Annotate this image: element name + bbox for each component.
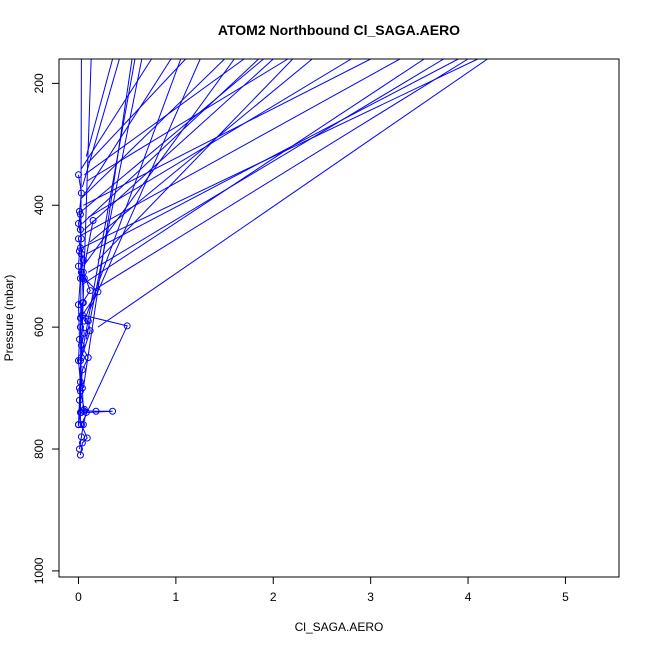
x-tick-label: 4 [465, 590, 472, 604]
series-line [79, 320, 113, 450]
data-point [89, 216, 97, 224]
data-point [78, 439, 86, 447]
data-point [74, 220, 82, 228]
x-axis: 0 1 2 3 4 5 [75, 577, 569, 604]
series-line [82, 59, 259, 224]
data-point [86, 287, 94, 295]
data-point [77, 421, 85, 429]
x-tick-label: 1 [173, 590, 180, 604]
x-tick-label: 0 [75, 590, 82, 604]
series-line [84, 59, 245, 176]
series-line [81, 59, 264, 212]
data-point [80, 329, 88, 337]
series-line [97, 59, 488, 328]
series-line [87, 59, 186, 163]
series-line [78, 238, 128, 456]
data-point [83, 434, 91, 442]
data-point [76, 357, 84, 365]
y-tick-label: 200 [32, 73, 46, 93]
y-tick-label: 600 [32, 317, 46, 337]
data-point [109, 407, 117, 415]
data-point [76, 378, 84, 386]
data-point [79, 407, 87, 415]
data-point [80, 405, 88, 413]
data-point [78, 299, 86, 307]
data-point [76, 314, 84, 322]
series-line [80, 59, 225, 200]
data-point [74, 301, 82, 309]
series-line [86, 59, 289, 182]
series-line [85, 59, 114, 157]
series-line [89, 59, 313, 243]
series-line [82, 59, 425, 285]
series-line [80, 59, 401, 237]
y-tick-label: 1000 [32, 557, 46, 584]
data-point [76, 323, 84, 331]
data-point [84, 317, 92, 325]
series-line [80, 59, 152, 169]
data-point [123, 322, 131, 330]
data-point [84, 354, 92, 362]
series-line [81, 59, 120, 188]
data-point [76, 451, 84, 459]
data-point [76, 210, 84, 218]
data-point [94, 288, 102, 296]
data-point [75, 207, 83, 215]
y-tick-label: 800 [32, 439, 46, 459]
series-line [83, 59, 182, 322]
series-line [87, 59, 352, 218]
data-point [86, 327, 94, 335]
plot-area [74, 59, 488, 459]
chart-title: ATOM2 Northbound Cl_SAGA.AERO [218, 22, 460, 38]
series-line [87, 59, 444, 273]
data-point [77, 341, 85, 349]
x-axis-label: Cl_SAGA.AERO [295, 620, 384, 634]
series-line [97, 59, 294, 261]
y-axis: 200 400 600 800 1000 [32, 73, 59, 584]
x-tick-label: 5 [562, 590, 569, 604]
data-point [76, 387, 84, 395]
series-line [89, 59, 201, 310]
data-point [76, 274, 84, 282]
data-point [74, 421, 82, 429]
series-line [84, 59, 172, 194]
data-point [74, 262, 82, 270]
x-tick-label: 3 [367, 590, 374, 604]
data-point [92, 407, 100, 415]
series-line [83, 59, 371, 206]
data-point [77, 189, 85, 197]
data-point [74, 171, 82, 179]
plot-frame [58, 58, 620, 578]
data-point [79, 421, 87, 429]
series-line [81, 59, 478, 249]
series-line [92, 59, 469, 292]
data-point [74, 357, 82, 365]
x-tick-label: 2 [270, 590, 277, 604]
data-point [78, 366, 86, 374]
data-point [77, 235, 85, 243]
y-axis-label: Pressure (mbar) [2, 275, 16, 362]
y-tick-label: 400 [32, 195, 46, 215]
data-point [79, 268, 87, 276]
data-point [79, 256, 87, 264]
data-point [75, 247, 83, 255]
